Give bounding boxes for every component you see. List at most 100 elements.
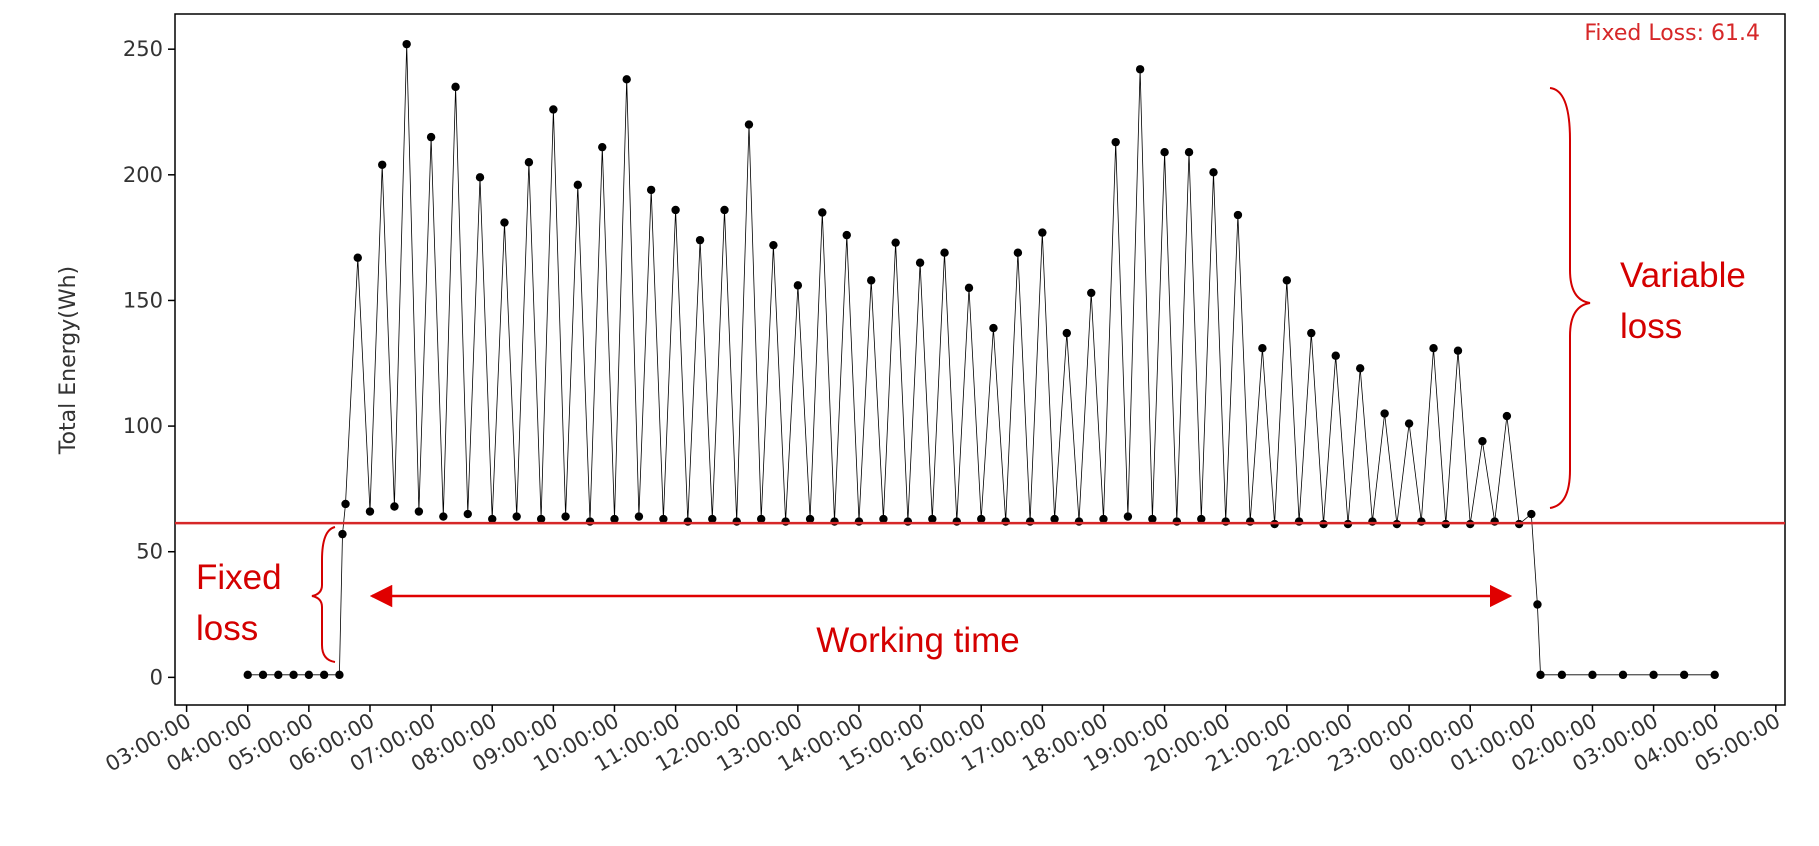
data-point [1135, 65, 1145, 74]
data-point [402, 39, 411, 49]
annotation: loss [196, 609, 258, 648]
data-point [903, 517, 913, 526]
annotations: Variable loss Fixed loss Working time [196, 256, 1746, 660]
data-point [842, 230, 851, 240]
data-point [573, 180, 583, 190]
data-point [1307, 328, 1316, 338]
data-point [1172, 517, 1182, 526]
data-point [561, 512, 570, 521]
y-tick-label: 250 [123, 37, 163, 61]
data-point [720, 205, 729, 215]
y-tick-label: 200 [123, 163, 163, 187]
data-point [1294, 517, 1304, 526]
data-point [341, 499, 350, 509]
fixed-loss-label: Fixed Loss: 61.4 [1584, 21, 1760, 46]
data-point [488, 514, 497, 524]
y-tick-label: 50 [136, 540, 163, 564]
data-point [512, 512, 521, 521]
data-point [1380, 409, 1389, 418]
data-point [1087, 288, 1096, 298]
data-point [1050, 514, 1059, 524]
data-point [1417, 517, 1426, 526]
fixed-loss-brace [311, 526, 336, 663]
data-point [1025, 517, 1035, 526]
data-point [964, 283, 974, 293]
data-point [732, 517, 741, 526]
data-point [1001, 517, 1010, 526]
data-point [793, 281, 803, 290]
data-point [977, 514, 986, 524]
data-point [451, 82, 460, 92]
data-point [598, 142, 607, 152]
data-point [1490, 517, 1499, 526]
data-point [708, 514, 717, 524]
data-point [634, 512, 644, 521]
data-point [744, 120, 754, 129]
data-point [683, 517, 693, 526]
data-point [475, 173, 485, 182]
data-point [1355, 364, 1365, 373]
data-point [915, 258, 925, 267]
plot-frame [174, 13, 1786, 706]
data-point [1557, 670, 1567, 680]
data-point [1527, 509, 1536, 519]
data-point [414, 507, 424, 516]
data-point [1258, 343, 1267, 353]
data-point [338, 529, 347, 539]
data-point [1074, 517, 1084, 526]
data-point [622, 75, 631, 84]
data-point [258, 670, 268, 680]
data-point [879, 514, 888, 524]
data-point [500, 218, 509, 227]
data-point [695, 235, 705, 245]
data-point [1368, 517, 1377, 526]
data-point [304, 670, 314, 680]
data-point [1233, 210, 1243, 220]
data-point [439, 512, 448, 521]
data-point [536, 514, 546, 524]
annotation: Variable [1620, 256, 1746, 295]
data-point [365, 507, 375, 516]
annotation: loss [1620, 307, 1682, 346]
data-point [818, 208, 827, 217]
data-point [1160, 148, 1169, 157]
data-point [1331, 351, 1340, 360]
data-point [1536, 670, 1545, 680]
data-point [866, 276, 876, 285]
data-point [1533, 600, 1542, 609]
data-point [756, 514, 766, 524]
data-point [289, 670, 298, 680]
annotation: Fixed [196, 558, 282, 597]
variable-loss-brace [1549, 87, 1591, 509]
data-point [378, 160, 387, 169]
data-point [781, 517, 790, 526]
data-point [549, 105, 558, 114]
data-point [928, 514, 937, 524]
y-axis-label: Total Energy(Wh) [56, 266, 81, 455]
data-point [854, 517, 864, 526]
data-point [353, 253, 362, 262]
data-point [1404, 419, 1414, 428]
data-point [243, 670, 252, 680]
data-point [524, 158, 534, 167]
data-point [1502, 411, 1512, 421]
data-point [1013, 248, 1023, 257]
data-point [1038, 228, 1047, 237]
data-point [1588, 670, 1597, 680]
data-point [463, 509, 472, 519]
data-point [1282, 276, 1292, 285]
y-tick-label: 100 [123, 414, 163, 438]
data-point [1111, 137, 1120, 147]
data-point [940, 248, 949, 257]
data-point [335, 670, 344, 680]
data-point [805, 514, 815, 524]
data-point [319, 670, 329, 680]
data-point [1618, 670, 1628, 680]
data-point [1209, 168, 1218, 177]
annotation: Working time [816, 621, 1020, 660]
data-point [1649, 670, 1658, 680]
data-point [1429, 343, 1438, 353]
data-point [426, 132, 436, 142]
data-point [1148, 514, 1157, 524]
data-point [274, 670, 283, 680]
